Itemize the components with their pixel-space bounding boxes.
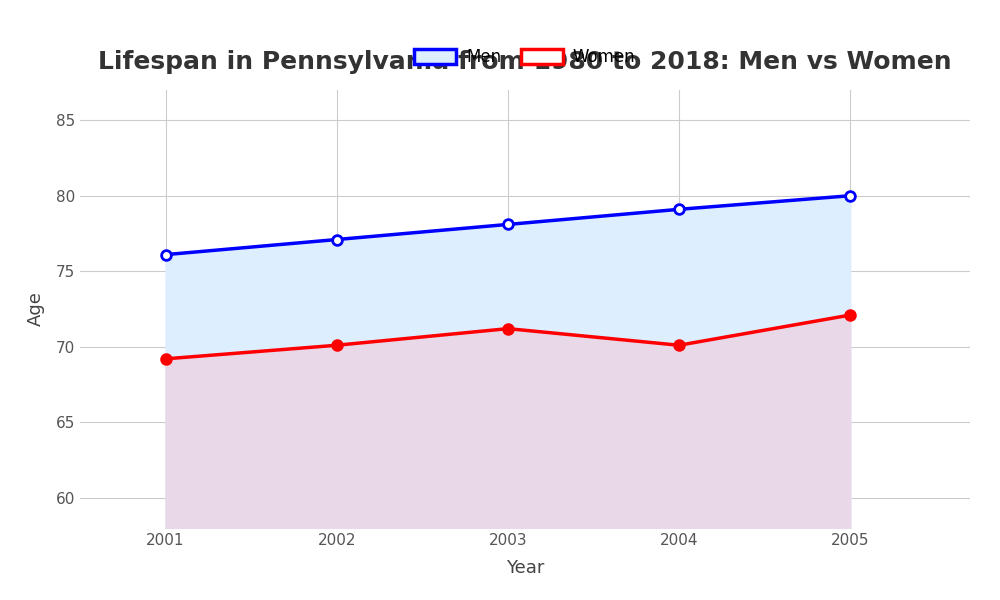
Y-axis label: Age: Age: [27, 292, 45, 326]
X-axis label: Year: Year: [506, 559, 544, 577]
Legend: Men, Women: Men, Women: [408, 41, 642, 73]
Title: Lifespan in Pennsylvania from 1980 to 2018: Men vs Women: Lifespan in Pennsylvania from 1980 to 20…: [98, 50, 952, 74]
